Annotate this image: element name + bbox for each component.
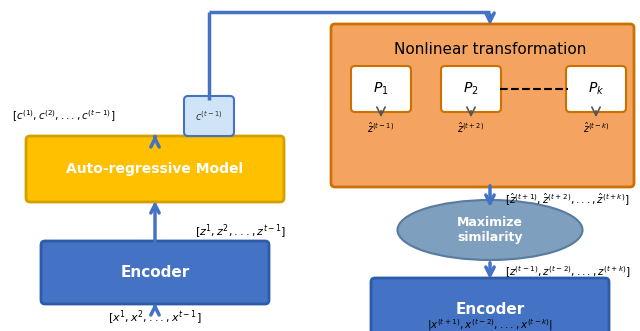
FancyBboxPatch shape xyxy=(184,96,234,136)
FancyBboxPatch shape xyxy=(371,278,609,331)
FancyBboxPatch shape xyxy=(441,66,501,112)
Text: Nonlinear transformation: Nonlinear transformation xyxy=(394,42,586,58)
FancyBboxPatch shape xyxy=(26,136,284,202)
FancyBboxPatch shape xyxy=(351,66,411,112)
Text: $|x^{(t+1)}, x^{(t-2)}, ..., x^{(t-k)}|$: $|x^{(t+1)}, x^{(t-2)}, ..., x^{(t-k)}|$ xyxy=(427,317,553,331)
Text: $P_1$: $P_1$ xyxy=(373,81,389,97)
FancyBboxPatch shape xyxy=(331,24,634,187)
Text: $\hat{z}^{(t+2)}$: $\hat{z}^{(t+2)}$ xyxy=(458,121,484,135)
Text: $[\hat{z}^{(t+1)}, \hat{z}^{(t+2)}, ..., \hat{z}^{(t+k)}]$: $[\hat{z}^{(t+1)}, \hat{z}^{(t+2)}, ...,… xyxy=(505,192,630,208)
Text: $[x^1, x^2,...,x^{t-1}]$: $[x^1, x^2,...,x^{t-1}]$ xyxy=(108,309,202,327)
Text: Encoder: Encoder xyxy=(456,302,525,317)
Text: $[c^{(1)}, c^{(2)}, ..., c^{(t-1)}]$: $[c^{(1)}, c^{(2)}, ..., c^{(t-1)}]$ xyxy=(12,108,115,124)
Text: $\hat{z}^{(t-1)}$: $\hat{z}^{(t-1)}$ xyxy=(367,121,395,135)
Text: Auto-regressive Model: Auto-regressive Model xyxy=(67,162,244,176)
Text: Encoder: Encoder xyxy=(120,265,189,280)
Text: $[z^{(t-1)}, z^{(t-2)}, ..., z^{(t+k)}]$: $[z^{(t-1)}, z^{(t-2)}, ..., z^{(t+k)}]$ xyxy=(505,264,630,280)
Ellipse shape xyxy=(397,200,582,260)
Text: $\hat{z}^{(t-k)}$: $\hat{z}^{(t-k)}$ xyxy=(582,121,609,135)
FancyBboxPatch shape xyxy=(566,66,626,112)
FancyBboxPatch shape xyxy=(41,241,269,304)
Text: $P_k$: $P_k$ xyxy=(588,81,604,97)
Text: $c^{(t-1)}$: $c^{(t-1)}$ xyxy=(195,109,223,123)
Text: $[z^1, z^2,...,z^{t-1}]$: $[z^1, z^2,...,z^{t-1}]$ xyxy=(195,223,286,241)
Text: Maximize
similarity: Maximize similarity xyxy=(457,216,523,244)
Text: $P_2$: $P_2$ xyxy=(463,81,479,97)
